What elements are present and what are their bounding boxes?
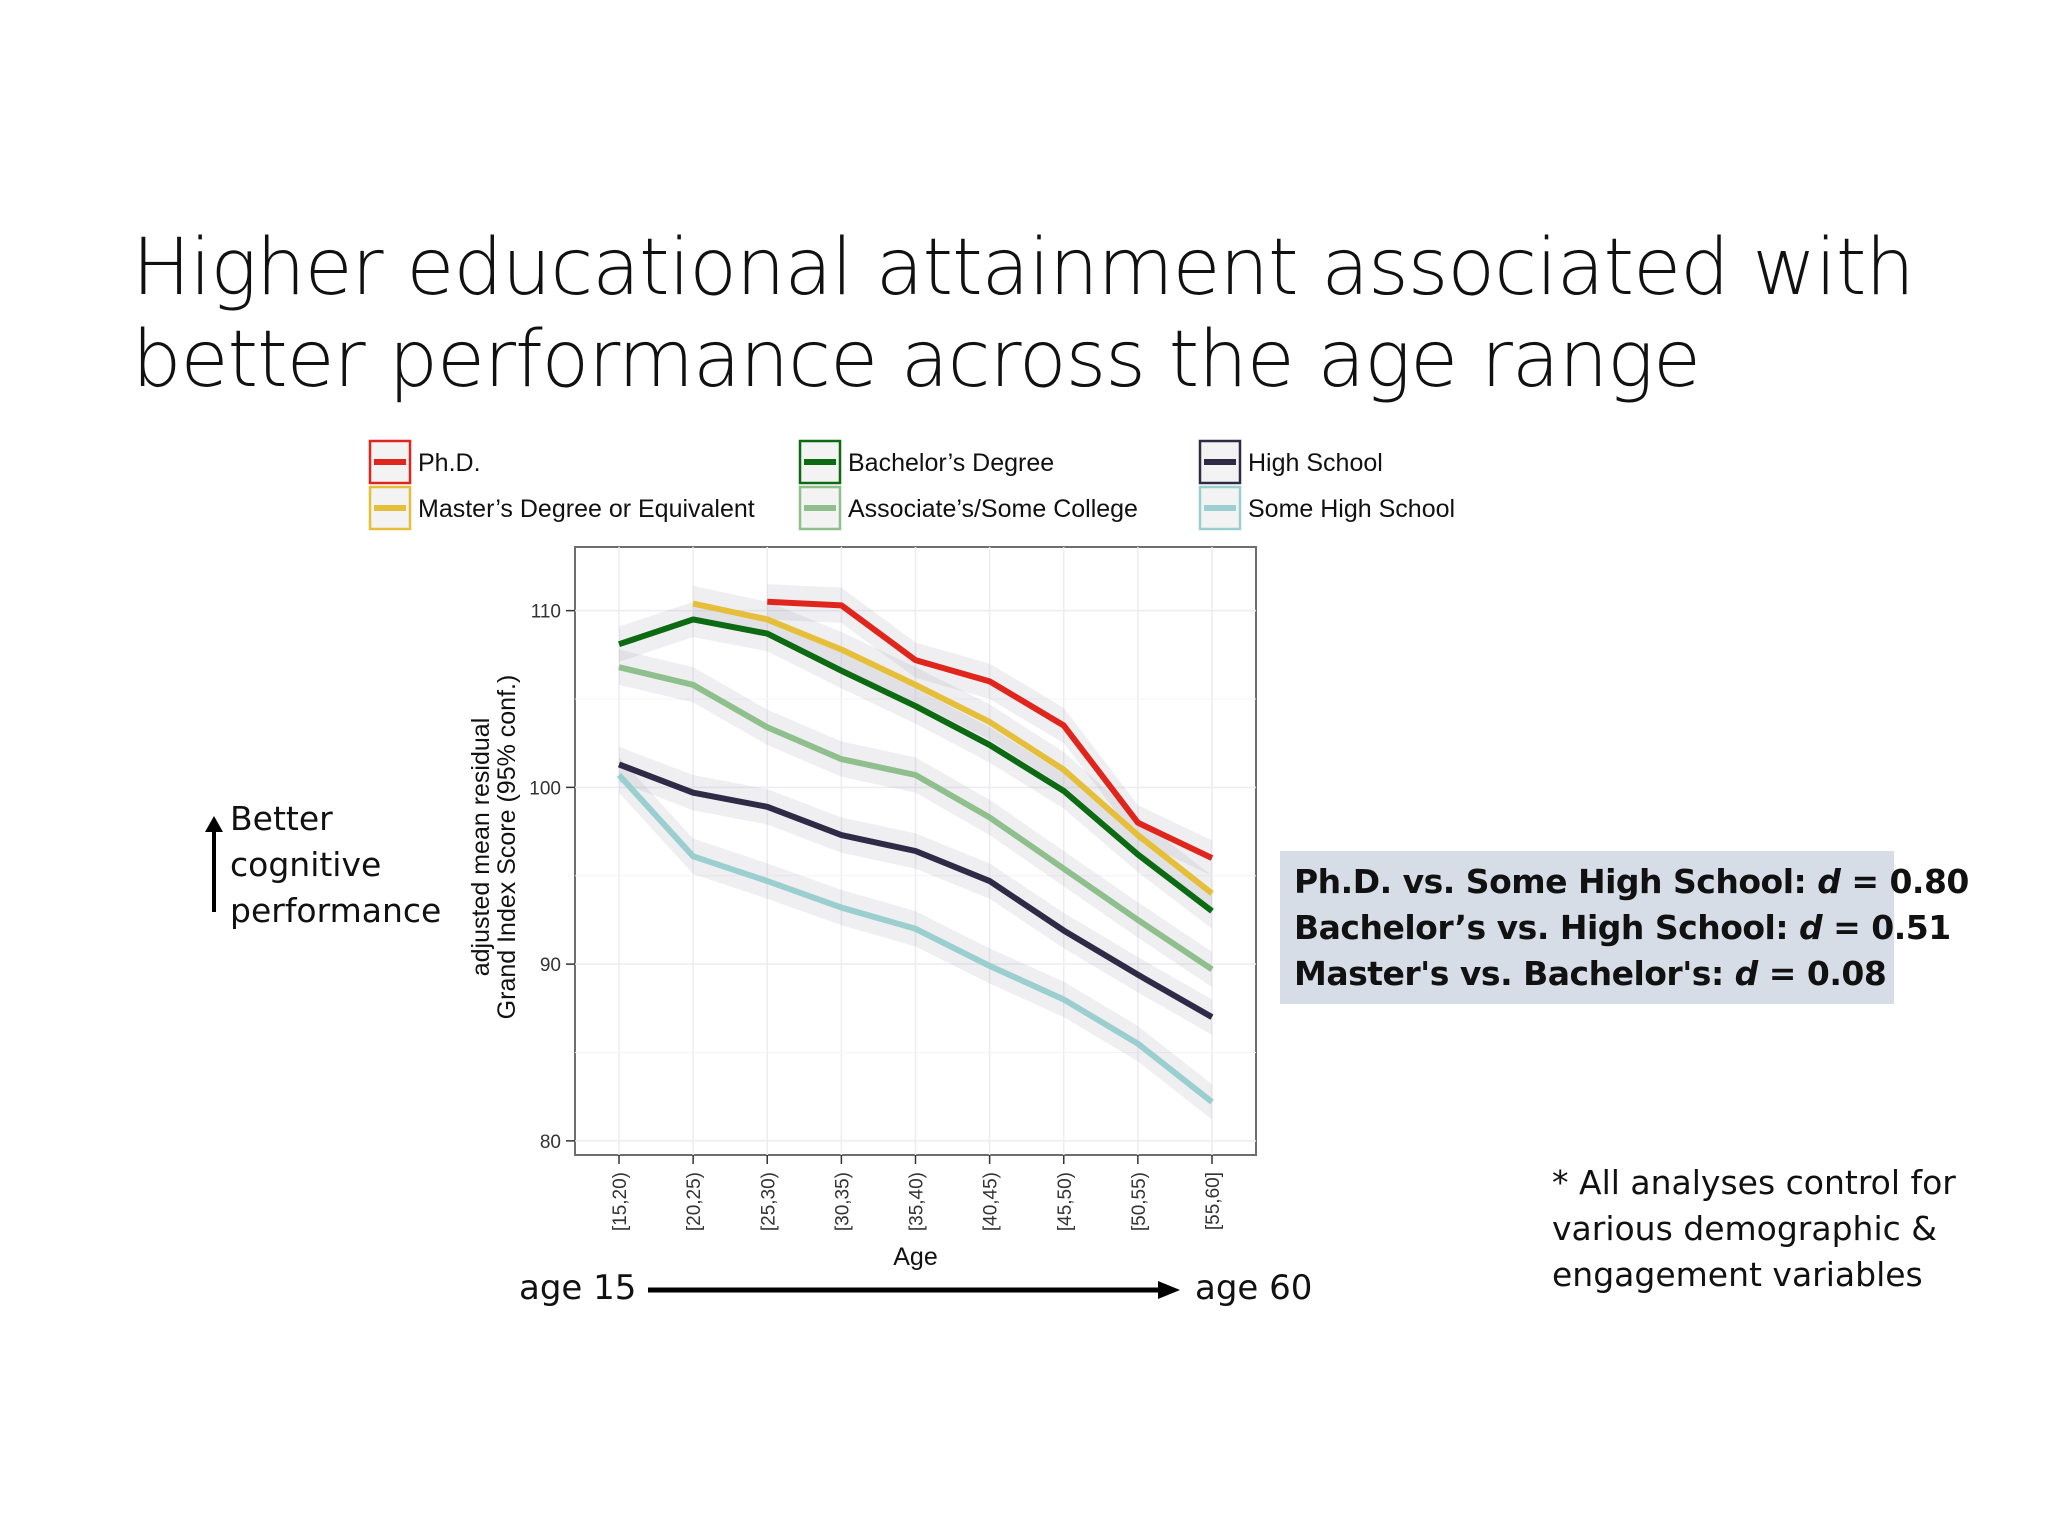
effect-size-value: = 0.51	[1822, 908, 1951, 947]
legend-label: Ph.D.	[418, 449, 481, 477]
x-axis-title: Age	[893, 1243, 937, 1271]
legend-item: Bachelor’s Degree	[798, 439, 1054, 485]
effect-size-symbol: d	[1734, 954, 1759, 993]
x-tick-label: [35,40)	[907, 1172, 928, 1231]
confidence-band	[693, 585, 1212, 912]
effect-size-box: Ph.D. vs. Some High School: d = 0.80 Bac…	[1280, 851, 1969, 1004]
x-tick-label: [30,35)	[832, 1172, 853, 1231]
series-line	[616, 772, 1214, 1105]
legend-item: High School	[1198, 439, 1383, 485]
x-tick-label: [40,45)	[981, 1172, 1002, 1231]
x-tick-label: [25,30)	[758, 1172, 779, 1231]
effect-size-row: Ph.D. vs. Some High School: d = 0.80	[1294, 859, 1969, 905]
effect-size-label: Master's vs. Bachelor's:	[1294, 954, 1735, 993]
footnote-line: engagement variables	[1552, 1255, 1923, 1294]
legend-item: Associate’s/Some College	[798, 485, 1138, 531]
y-axis-title-line-2: Grand Index Score (95% conf.)	[493, 675, 521, 1020]
series-line	[618, 664, 1214, 972]
series-line	[767, 598, 1214, 861]
y-axis-title-line-1: adjusted mean residual	[467, 718, 495, 977]
series-line	[617, 761, 1214, 1020]
legend-label: High School	[1248, 449, 1383, 477]
effect-size-symbol: d	[1817, 862, 1841, 901]
y-tick-label: 80	[540, 1132, 561, 1153]
x-tick-label: [45,50)	[1055, 1172, 1076, 1231]
slide-title: Higher educational attainment associated…	[132, 222, 1932, 406]
better-cognitive-performance-note: Better cognitive performance	[230, 796, 441, 934]
confidence-band	[619, 757, 1212, 1120]
effect-size-row: Bachelor’s vs. High School: d = 0.51	[1294, 905, 1951, 951]
age-end-label: age 60	[1195, 1268, 1313, 1308]
x-tick-label: [55,60]	[1203, 1172, 1224, 1230]
chart-axes: 80 90 100 110 [15,20) [20,25) [25,30) [30,35) [3…	[467, 602, 1224, 1271]
legend-item: Some High School	[1198, 485, 1455, 531]
legend-label: Associate’s/Some College	[848, 495, 1138, 523]
effect-size-symbol: d	[1799, 908, 1823, 947]
effect-size-label: Ph.D. vs. Some High School:	[1294, 862, 1818, 901]
x-tick-label: [50,55)	[1129, 1172, 1150, 1231]
series-line	[618, 616, 1214, 914]
side-note-line: cognitive	[230, 845, 382, 884]
age-direction-arrowhead	[1158, 1281, 1180, 1299]
legend-item: Master’s Degree or Equivalent	[368, 485, 755, 531]
side-note-line: performance	[230, 891, 442, 930]
footnote-line: various demographic &	[1552, 1209, 1937, 1248]
legend-label: Master’s Degree or Equivalent	[418, 495, 755, 523]
confidence-band	[619, 649, 1212, 988]
effect-size-value: = 0.80	[1840, 862, 1969, 901]
y-tick-label: 110	[531, 602, 561, 623]
footnote-line: * All analyses control for	[1552, 1163, 1956, 1202]
confidence-band	[619, 746, 1212, 1035]
slide-title-line-1: Higher educational attainment associated…	[132, 223, 1915, 313]
series-line	[692, 600, 1214, 896]
effect-size-row: Master's vs. Bachelor's: d = 0.08	[1294, 951, 1894, 997]
effect-size-value: = 0.08	[1757, 954, 1887, 993]
plot-area	[574, 546, 1257, 1156]
chart-legend: Ph.D. Master’s Degree or Equivalent Bachel…	[368, 439, 1455, 531]
age-start-label: age 15	[519, 1268, 637, 1308]
y-tick-label: 90	[540, 955, 561, 976]
analysis-footnote: * All analyses control for various demog…	[1552, 1160, 1956, 1298]
y-tick-label: 100	[529, 778, 561, 799]
slide-title-line-2: better performance across the age range	[132, 315, 1701, 405]
legend-label: Bachelor’s Degree	[848, 449, 1054, 477]
confidence-band	[619, 601, 1212, 929]
better-performance-arrowhead	[205, 816, 223, 832]
legend-label: Some High School	[1248, 495, 1455, 523]
confidence-band	[767, 584, 1212, 876]
x-tick-label: [15,20)	[610, 1172, 631, 1231]
x-tick-label: [20,25)	[684, 1172, 705, 1231]
side-note-line: Better	[230, 799, 333, 838]
legend-item: Ph.D.	[368, 439, 481, 485]
effect-size-label: Bachelor’s vs. High School:	[1294, 908, 1800, 947]
